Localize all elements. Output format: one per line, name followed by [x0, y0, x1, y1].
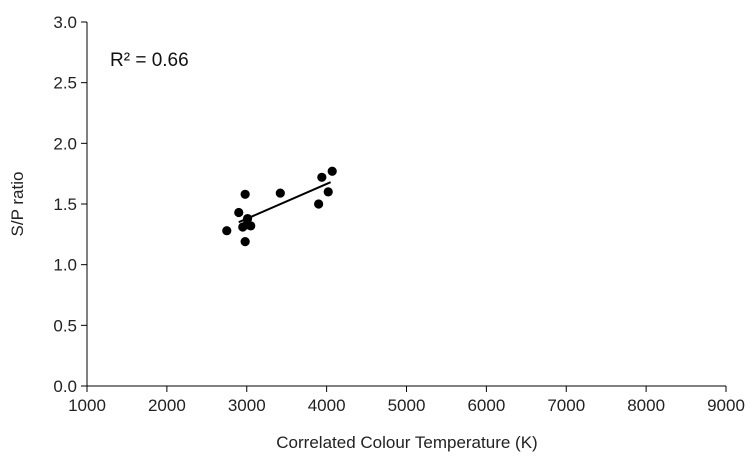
r-squared-annotation: R² = 0.66: [110, 50, 189, 71]
y-tick-label: 1.5: [53, 195, 77, 214]
tick-labels: 0.0 0.5 1.0 1.5 2.0 2.5 3.0 1000 2000 3000 4000 500…: [53, 13, 745, 415]
x-tick-label: 6000: [467, 396, 505, 415]
x-tick-label: 1000: [68, 396, 106, 415]
y-tick-label: 0.0: [53, 377, 77, 396]
x-tick-label: 7000: [547, 396, 585, 415]
data-point: [240, 189, 250, 199]
x-axis-title: Correlated Colour Temperature (K): [276, 433, 537, 452]
data-point: [242, 213, 253, 224]
data-point: [234, 207, 244, 218]
data-point: [275, 188, 285, 198]
data-points: [222, 166, 337, 247]
data-point: [222, 226, 232, 236]
x-tick-label: 9000: [707, 396, 745, 415]
data-point: [327, 166, 337, 176]
x-tick-label: 5000: [388, 396, 426, 415]
x-tick-label: 8000: [627, 396, 665, 415]
x-tick-label: 4000: [308, 396, 346, 415]
y-tick-label: 0.5: [53, 316, 77, 335]
y-tick-label: 2.5: [53, 74, 77, 93]
data-point: [323, 187, 333, 197]
y-tick-label: 1.0: [53, 256, 77, 275]
data-point: [317, 172, 327, 182]
data-point: [246, 221, 256, 231]
trendline: [238, 181, 332, 224]
y-tick-label: 2.0: [53, 134, 77, 153]
x-tick-label: 2000: [148, 396, 186, 415]
data-point: [314, 199, 324, 209]
axes: [81, 21, 727, 392]
data-point: [240, 237, 250, 247]
trendline-group: [238, 181, 332, 224]
x-tick-label: 3000: [228, 396, 266, 415]
y-tick-label: 3.0: [53, 13, 77, 32]
y-axis-title: S/P ratio: [8, 172, 27, 237]
